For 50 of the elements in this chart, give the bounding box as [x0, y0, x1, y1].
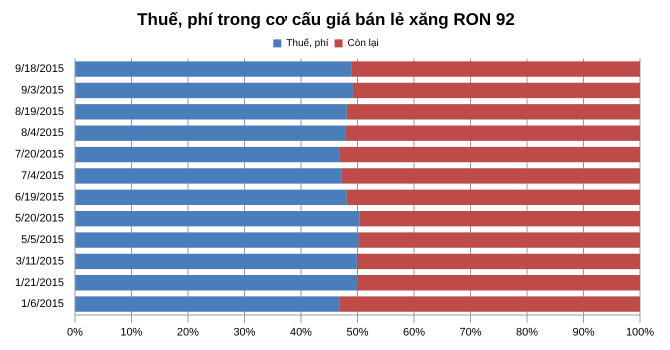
- y-tick-label: 5/5/2015: [21, 234, 64, 246]
- x-tick-label: 70%: [459, 326, 482, 338]
- bar: [75, 275, 358, 290]
- y-tick-label: 8/4/2015: [21, 127, 64, 140]
- bar: [346, 104, 640, 120]
- bar: [75, 210, 360, 226]
- bar: [75, 254, 357, 270]
- bar: [75, 296, 340, 312]
- bar: [340, 146, 640, 162]
- y-tick-label: 1/21/2015: [15, 276, 64, 289]
- bar: [75, 61, 352, 77]
- chart-title: Thuế, phí trong cơ cấu giá bán lẻ xăng RON 92: [137, 10, 515, 29]
- legend-label: Thuế, phí: [286, 38, 329, 50]
- bar: [346, 190, 640, 205]
- bar: [346, 125, 640, 141]
- x-tick-label: 40%: [290, 326, 312, 338]
- x-tick-label: 80%: [516, 326, 538, 338]
- legend-label: Còn lại: [348, 38, 379, 50]
- y-tick-label: 5/20/2015: [15, 212, 64, 225]
- bar: [75, 168, 342, 184]
- bar: [75, 82, 353, 98]
- y-tick-label: 9/3/2015: [21, 84, 64, 96]
- bar: [75, 104, 347, 120]
- bar: [356, 254, 640, 270]
- bar: [75, 146, 340, 162]
- y-tick-label: 6/19/2015: [15, 191, 64, 204]
- x-tick-label: 0%: [66, 326, 84, 338]
- x-tick-label: 50%: [346, 326, 369, 338]
- y-tick-label: 1/6/2015: [21, 298, 64, 310]
- y-tick-label: 9/18/2015: [15, 63, 64, 76]
- x-tick-label: 60%: [402, 326, 426, 338]
- x-tick-label: 100%: [626, 326, 654, 338]
- bar: [357, 275, 640, 290]
- bar: [75, 232, 359, 248]
- y-tick-label: 3/11/2015: [16, 255, 64, 268]
- bar: [360, 210, 640, 226]
- bar: [352, 82, 640, 98]
- bar: [358, 232, 640, 248]
- y-tick-label: 7/4/2015: [21, 170, 64, 182]
- x-tick-label: 30%: [233, 326, 256, 338]
- x-tick-label: 90%: [572, 326, 595, 338]
- bar: [75, 125, 346, 141]
- bar: [75, 190, 347, 205]
- x-tick-label: 20%: [176, 326, 200, 338]
- y-tick-label: 7/20/2015: [15, 148, 64, 161]
- bar: [342, 168, 640, 184]
- y-tick-label: 8/19/2015: [15, 106, 64, 118]
- bar: [351, 61, 640, 77]
- x-tick-label: 10%: [120, 326, 143, 338]
- bar: [340, 296, 640, 312]
